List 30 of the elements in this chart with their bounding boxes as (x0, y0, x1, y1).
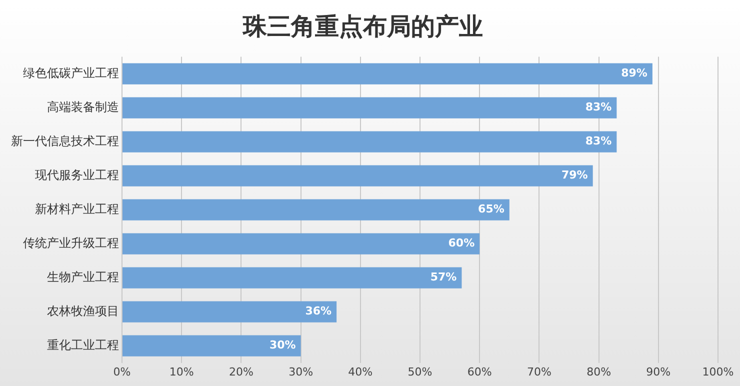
x-tick-label: 10% (169, 365, 194, 378)
y-tick-label: 新一代信息技术工程 (11, 134, 119, 148)
y-tick-label: 生物产业工程 (47, 270, 119, 284)
data-label: 83% (585, 100, 612, 114)
data-label: 36% (305, 304, 332, 318)
x-tick-label: 40% (348, 365, 373, 378)
x-tick-label: 50% (408, 365, 432, 378)
x-tick-label: 70% (526, 365, 552, 378)
y-tick-label: 绿色低碳产业工程 (23, 66, 119, 80)
data-label: 60% (448, 236, 475, 250)
x-tick-label: 0% (113, 365, 131, 378)
y-tick-label: 现代服务业工程 (35, 168, 119, 182)
x-tick-label: 20% (228, 365, 254, 378)
x-tick-label: 100% (702, 365, 734, 378)
x-tick-label: 80% (586, 365, 612, 378)
y-tick-label: 农林牧渔项目 (47, 304, 119, 318)
y-tick-label: 重化工业工程 (47, 338, 119, 352)
x-tick-label: 30% (288, 365, 314, 378)
data-label: 65% (478, 202, 504, 216)
data-label: 30% (269, 338, 296, 352)
chart-title: 珠三角重点布局的产业 (242, 12, 483, 41)
y-tick-label: 传统产业升级工程 (23, 236, 119, 250)
data-label: 83% (585, 134, 612, 148)
data-label: 89% (621, 66, 648, 80)
x-tick-label: 90% (646, 365, 671, 378)
y-tick-label: 高端装备制造 (47, 100, 119, 114)
y-tick-label: 新材料产业工程 (35, 202, 119, 216)
data-label: 57% (430, 270, 457, 284)
data-label: 79% (561, 168, 588, 182)
x-tick-label: 60% (467, 365, 492, 378)
